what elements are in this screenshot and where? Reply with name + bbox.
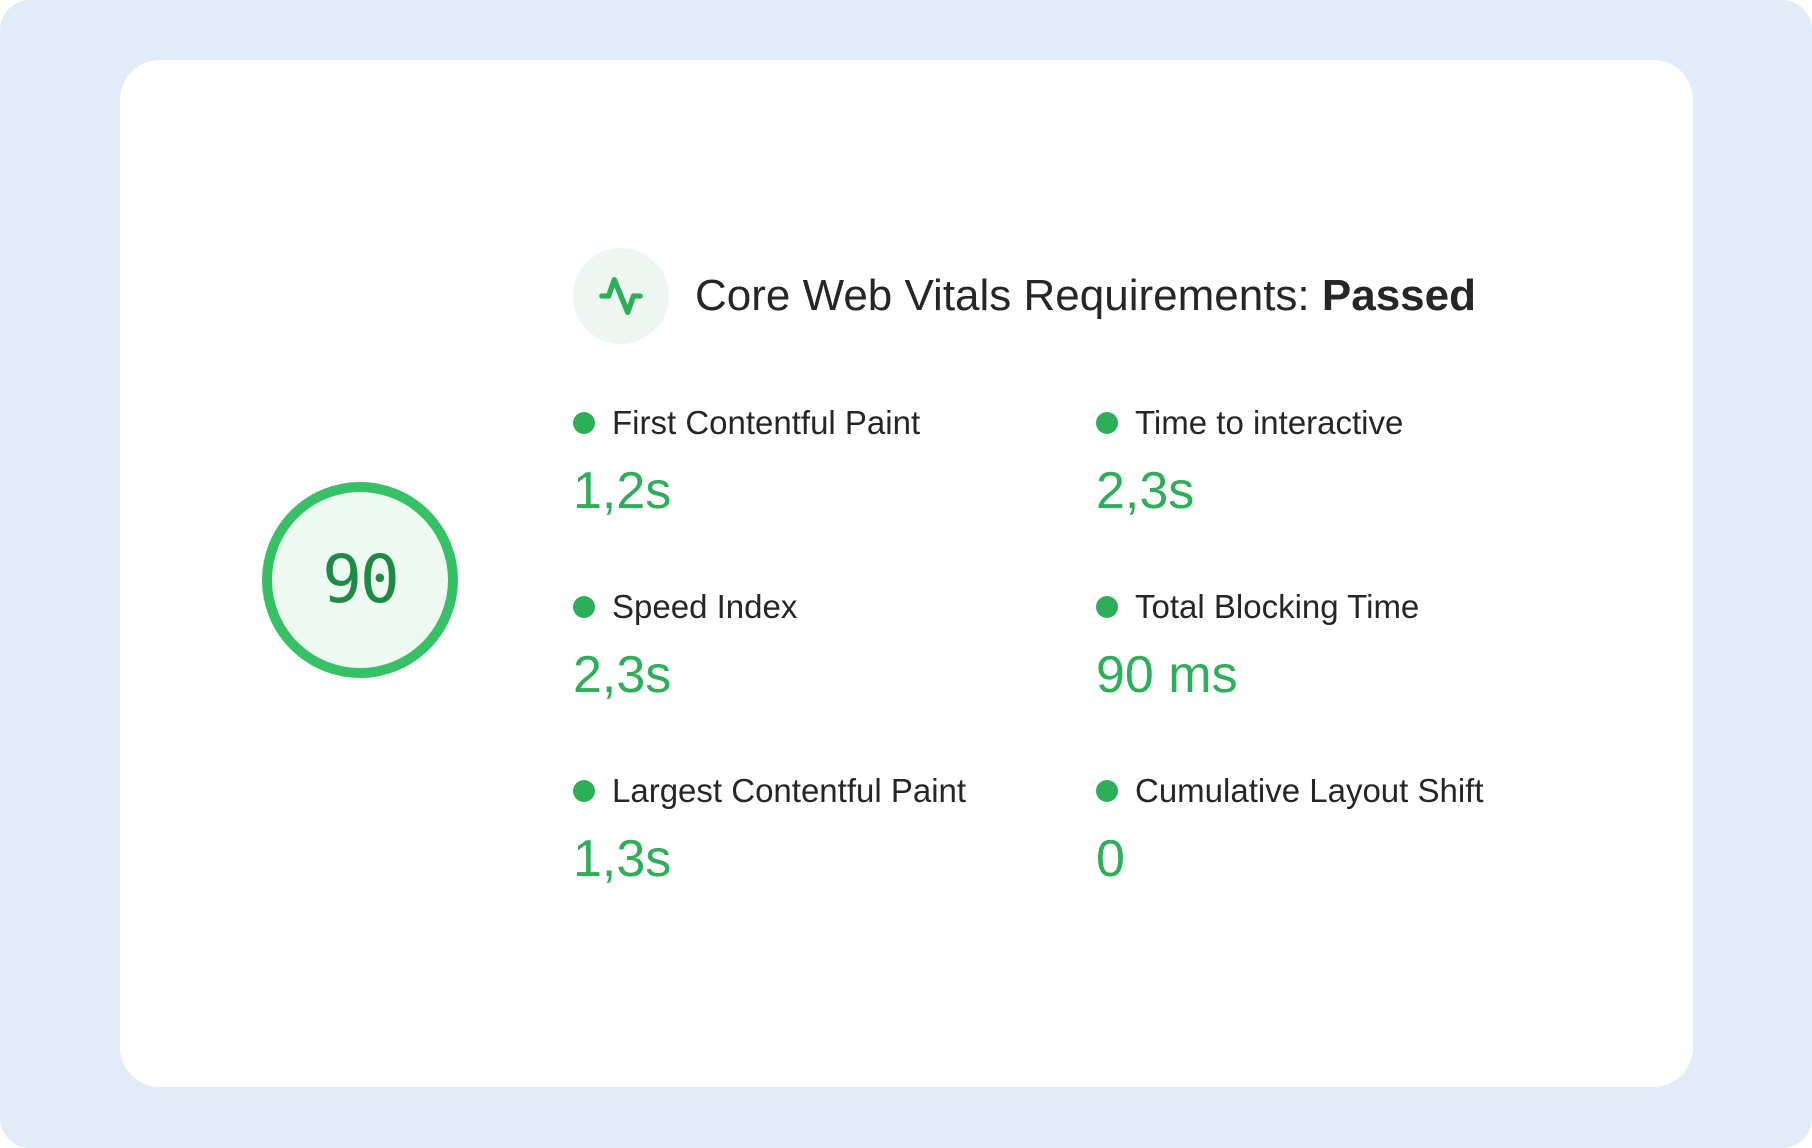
metric-value: 2,3s: [573, 646, 672, 704]
metric-label: Speed Index: [612, 588, 798, 625]
score-value: 90: [322, 541, 399, 618]
card-title-text: Core Web Vitals Requirements:: [695, 271, 1310, 320]
metric-largest-contentful-paint: Largest Contentful Paint 1,3s: [573, 769, 1096, 887]
metric-value: 90 ms: [1096, 646, 1238, 704]
metric-value: 2,3s: [1096, 462, 1195, 520]
metric-label: Total Blocking Time: [1135, 588, 1420, 625]
activity-pulse-icon: [599, 277, 643, 315]
metric-bullet-icon: [1096, 596, 1118, 618]
activity-icon-badge: [573, 248, 669, 344]
score-circle: 90: [262, 482, 458, 678]
metric-bullet-icon: [1096, 412, 1118, 434]
metric-total-blocking-time: Total Blocking Time 90 ms: [1096, 585, 1576, 703]
metric-label: Largest Contentful Paint: [612, 772, 967, 809]
metric-value: 1,2s: [573, 462, 672, 520]
metric-bullet-icon: [1096, 780, 1118, 802]
metric-label: Cumulative Layout Shift: [1135, 772, 1484, 809]
core-web-vitals-card: 90 Core Web Vitals Requirements: Passed …: [120, 60, 1693, 1087]
metric-time-to-interactive: Time to interactive 2,3s: [1096, 401, 1576, 519]
card-header: Core Web Vitals Requirements: Passed: [573, 248, 1476, 344]
metrics-grid: First Contentful Paint 1,2s Time to inte…: [573, 401, 1576, 887]
metric-value: 1,3s: [573, 830, 672, 888]
metric-bullet-icon: [573, 596, 595, 618]
metric-speed-index: Speed Index 2,3s: [573, 585, 1096, 703]
metric-bullet-icon: [573, 412, 595, 434]
status-badge: Passed: [1321, 271, 1476, 320]
metric-bullet-icon: [573, 780, 595, 802]
metric-value: 0: [1096, 830, 1125, 888]
metric-label: Time to interactive: [1135, 404, 1404, 441]
metric-first-contentful-paint: First Contentful Paint 1,2s: [573, 401, 1096, 519]
metric-label: First Contentful Paint: [612, 404, 921, 441]
metric-cumulative-layout-shift: Cumulative Layout Shift 0: [1096, 769, 1576, 887]
card-title: Core Web Vitals Requirements: Passed: [695, 271, 1476, 321]
